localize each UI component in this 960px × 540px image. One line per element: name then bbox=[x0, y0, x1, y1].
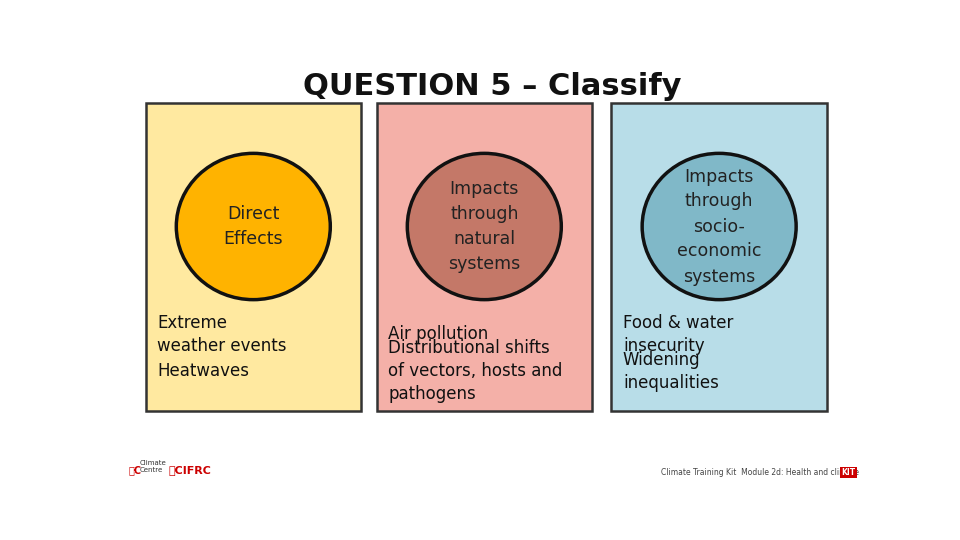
Text: Widening
inequalities: Widening inequalities bbox=[623, 351, 719, 392]
Text: Climate Training Kit  Module 2d: Health and climate: Climate Training Kit Module 2d: Health a… bbox=[661, 468, 859, 477]
Ellipse shape bbox=[407, 153, 562, 300]
Text: Heatwaves: Heatwaves bbox=[157, 362, 249, 380]
Text: Impacts
through
natural
systems: Impacts through natural systems bbox=[448, 180, 520, 273]
Text: ➕C: ➕C bbox=[129, 465, 142, 475]
Text: Food & water
insecurity: Food & water insecurity bbox=[623, 314, 733, 355]
Text: Distributional shifts
of vectors, hosts and
pathogens: Distributional shifts of vectors, hosts … bbox=[388, 339, 563, 403]
Text: Impacts
through
socio-
economic
systems: Impacts through socio- economic systems bbox=[677, 167, 761, 286]
Text: Direct
Effects: Direct Effects bbox=[224, 205, 283, 248]
Ellipse shape bbox=[642, 153, 796, 300]
FancyBboxPatch shape bbox=[840, 467, 857, 477]
FancyBboxPatch shape bbox=[146, 103, 361, 411]
Text: Extreme
weather events: Extreme weather events bbox=[157, 314, 286, 355]
Text: KIT: KIT bbox=[842, 468, 855, 477]
Ellipse shape bbox=[177, 153, 330, 300]
FancyBboxPatch shape bbox=[612, 103, 827, 411]
Text: Climate
Centre: Climate Centre bbox=[139, 460, 166, 473]
Text: ➕CIFRC: ➕CIFRC bbox=[169, 465, 211, 475]
FancyBboxPatch shape bbox=[376, 103, 592, 411]
Text: Air pollution: Air pollution bbox=[388, 325, 489, 343]
Text: QUESTION 5 – Classify: QUESTION 5 – Classify bbox=[302, 72, 682, 101]
